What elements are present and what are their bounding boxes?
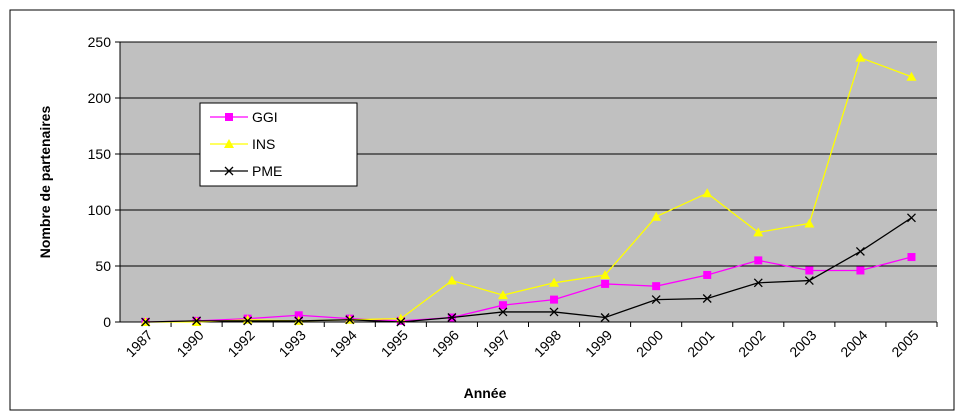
marker [855, 52, 866, 62]
marker [447, 313, 457, 322]
legend-label: PME [252, 163, 282, 179]
marker [550, 295, 559, 304]
marker [753, 278, 763, 288]
marker [906, 71, 917, 81]
marker [497, 290, 508, 300]
marker [651, 295, 661, 305]
marker [224, 166, 234, 176]
marker [703, 270, 712, 279]
marker [549, 307, 559, 317]
marker [498, 301, 507, 310]
x-axis-label: Année [464, 385, 507, 401]
marker [192, 316, 202, 326]
series-line [145, 256, 912, 323]
marker [601, 279, 610, 288]
marker [753, 227, 764, 237]
marker [804, 276, 814, 286]
marker [652, 282, 661, 291]
y-tick-label: 0 [103, 314, 111, 330]
marker [396, 317, 406, 327]
marker [498, 307, 508, 317]
legend-label: INS [252, 136, 275, 152]
marker [446, 275, 457, 285]
y-tick-label: 200 [88, 90, 112, 106]
marker [294, 316, 304, 326]
legend-label: GGI [252, 109, 278, 125]
marker [702, 188, 713, 198]
marker [141, 317, 150, 327]
marker [754, 256, 763, 265]
marker [345, 315, 355, 325]
marker [600, 269, 611, 279]
marker [907, 253, 916, 262]
marker [549, 277, 560, 287]
marker [804, 218, 815, 228]
y-tick-label: 250 [88, 34, 112, 50]
y-tick-label: 100 [88, 202, 112, 218]
marker [224, 139, 234, 148]
marker [243, 316, 253, 326]
marker [225, 113, 233, 121]
y-tick-label: 150 [88, 146, 112, 162]
y-tick-label: 50 [95, 258, 111, 274]
marker [855, 246, 865, 256]
marker [805, 266, 814, 275]
marker [907, 213, 916, 223]
marker [294, 311, 303, 320]
marker [600, 313, 610, 322]
series-line [145, 217, 912, 323]
marker [651, 211, 662, 221]
y-axis-label: Nombre de partenaires [37, 106, 53, 259]
marker [856, 266, 865, 275]
marker [702, 294, 712, 303]
